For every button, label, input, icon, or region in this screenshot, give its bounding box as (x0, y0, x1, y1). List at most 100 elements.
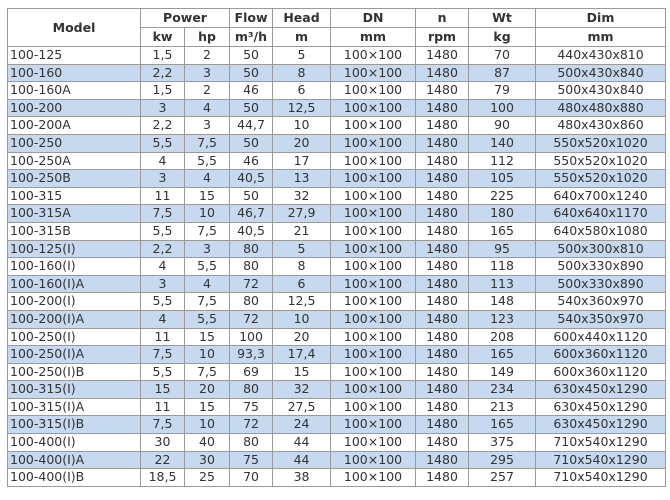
cell-model: 100-125(I) (7, 239, 141, 259)
cell-flow: 50 (229, 63, 274, 83)
cell-wt: 375 (468, 433, 537, 452)
cell-wt: 165 (468, 415, 537, 435)
table-row: 100-125 1,5 2 50 5 100×100 1480 70 440x430x810 (7, 46, 667, 65)
cell-flow: 44,7 (229, 116, 274, 135)
cell-kw: 1,5 (140, 46, 185, 65)
cell-dim: 500x330x890 (535, 257, 667, 276)
cell-dim: 500x300x810 (535, 239, 667, 259)
table-row: 100-315B 5,5 7,5 40,5 21 100×100 1480 165 640x58… (7, 221, 667, 241)
cell-dn: 100×100 (330, 257, 417, 276)
cell-kw: 7,5 (140, 415, 185, 435)
cell-dn: 100×100 (330, 151, 417, 171)
cell-model: 100-315(I)B (7, 415, 141, 435)
cell-model: 100-250 (7, 133, 141, 153)
cell-model: 100-250(I)B (7, 362, 141, 382)
cell-head: 27,9 (272, 204, 332, 223)
cell-model: 100-160(I) (7, 257, 141, 276)
cell-dn: 100×100 (330, 397, 417, 417)
cell-head: 20 (272, 133, 332, 153)
cell-n: 1480 (415, 46, 470, 65)
cell-flow: 72 (229, 415, 274, 435)
cell-head: 5 (272, 46, 332, 65)
cell-hp: 7,5 (183, 292, 231, 311)
cell-wt: 213 (468, 397, 537, 417)
cell-kw: 2,2 (140, 239, 185, 259)
cell-head: 8 (272, 257, 332, 276)
cell-head: 32 (272, 380, 332, 399)
header-wt: Wt (468, 8, 537, 28)
unit-dn: mm (330, 27, 417, 47)
cell-dim: 630x450x1290 (535, 397, 667, 417)
cell-hp: 2 (183, 81, 231, 100)
cell-wt: 123 (468, 309, 537, 329)
cell-model: 100-200(I)A (7, 309, 141, 329)
cell-kw: 11 (140, 186, 185, 206)
cell-n: 1480 (415, 186, 470, 206)
cell-wt: 118 (468, 257, 537, 276)
cell-head: 17 (272, 151, 332, 171)
cell-dn: 100×100 (330, 345, 417, 364)
cell-model: 100-315 (7, 186, 141, 206)
cell-kw: 3 (140, 169, 185, 188)
unit-hp: hp (183, 27, 231, 47)
cell-model: 100-250A (7, 151, 141, 171)
cell-dn: 100×100 (330, 309, 417, 329)
cell-wt: 208 (468, 327, 537, 347)
cell-hp: 10 (183, 204, 231, 223)
cell-dn: 100×100 (330, 98, 417, 118)
cell-n: 1480 (415, 362, 470, 382)
cell-flow: 75 (229, 397, 274, 417)
table-row: 100-125(I) 2,2 3 80 5 100×100 1480 95 500x300x81… (7, 239, 667, 259)
cell-dim: 440x430x810 (535, 46, 667, 65)
cell-model: 100-160 (7, 63, 141, 83)
cell-kw: 7,5 (140, 204, 185, 223)
table-row: 100-250A 4 5,5 46 17 100×100 1480 112 550x520x10… (7, 151, 667, 171)
cell-kw: 18,5 (140, 468, 185, 487)
cell-hp: 4 (183, 274, 231, 294)
cell-wt: 112 (468, 151, 537, 171)
header-dn: DN (330, 8, 417, 28)
cell-flow: 40,5 (229, 221, 274, 241)
cell-hp: 15 (183, 397, 231, 417)
cell-n: 1480 (415, 221, 470, 241)
cell-hp: 10 (183, 345, 231, 364)
cell-flow: 80 (229, 239, 274, 259)
table-row: 100-200 3 4 50 12,5 100×100 1480 100 480x480x880 (7, 98, 667, 118)
cell-wt: 165 (468, 345, 537, 364)
header-row-units: kw hp m³/h m mm rpm kg mm (8, 27, 667, 47)
cell-n: 1480 (415, 133, 470, 153)
cell-head: 8 (272, 63, 332, 83)
cell-dim: 550x520x1020 (535, 133, 667, 153)
cell-flow: 50 (229, 186, 274, 206)
table-row: 100-315A 7,5 10 46,7 27,9 100×100 1480 180 640x6… (7, 204, 667, 223)
cell-n: 1480 (415, 151, 470, 171)
cell-wt: 180 (468, 204, 537, 223)
cell-model: 100-125 (7, 46, 141, 65)
cell-dim: 480x430x860 (535, 116, 667, 135)
cell-hp: 20 (183, 380, 231, 399)
cell-dn: 100×100 (330, 169, 417, 188)
cell-head: 32 (272, 186, 332, 206)
table-row: 100-315 11 15 50 32 100×100 1480 225 640x700x124… (7, 186, 667, 206)
table-row: 100-250(I)B 5,5 7,5 69 15 100×100 1480 149 600x3… (7, 362, 667, 382)
cell-dn: 100×100 (330, 239, 417, 259)
cell-n: 1480 (415, 433, 470, 452)
cell-dn: 100×100 (330, 116, 417, 135)
cell-dim: 710x540x1290 (535, 468, 667, 487)
cell-wt: 257 (468, 468, 537, 487)
cell-dim: 480x480x880 (535, 98, 667, 118)
header-power: Power (139, 8, 231, 28)
cell-flow: 100 (229, 327, 274, 347)
cell-head: 44 (272, 450, 332, 470)
cell-flow: 69 (229, 362, 274, 382)
cell-kw: 5,5 (140, 362, 185, 382)
cell-model: 100-315B (7, 221, 141, 241)
cell-model: 100-200A (7, 116, 141, 135)
cell-flow: 80 (229, 292, 274, 311)
header-row-1: Model Power Flow Head DN n Wt Dim (7, 8, 667, 47)
cell-flow: 72 (229, 309, 274, 329)
cell-n: 1480 (415, 81, 470, 100)
cell-dim: 600x360x1120 (535, 345, 667, 364)
cell-head: 10 (272, 116, 332, 135)
cell-hp: 15 (183, 327, 231, 347)
